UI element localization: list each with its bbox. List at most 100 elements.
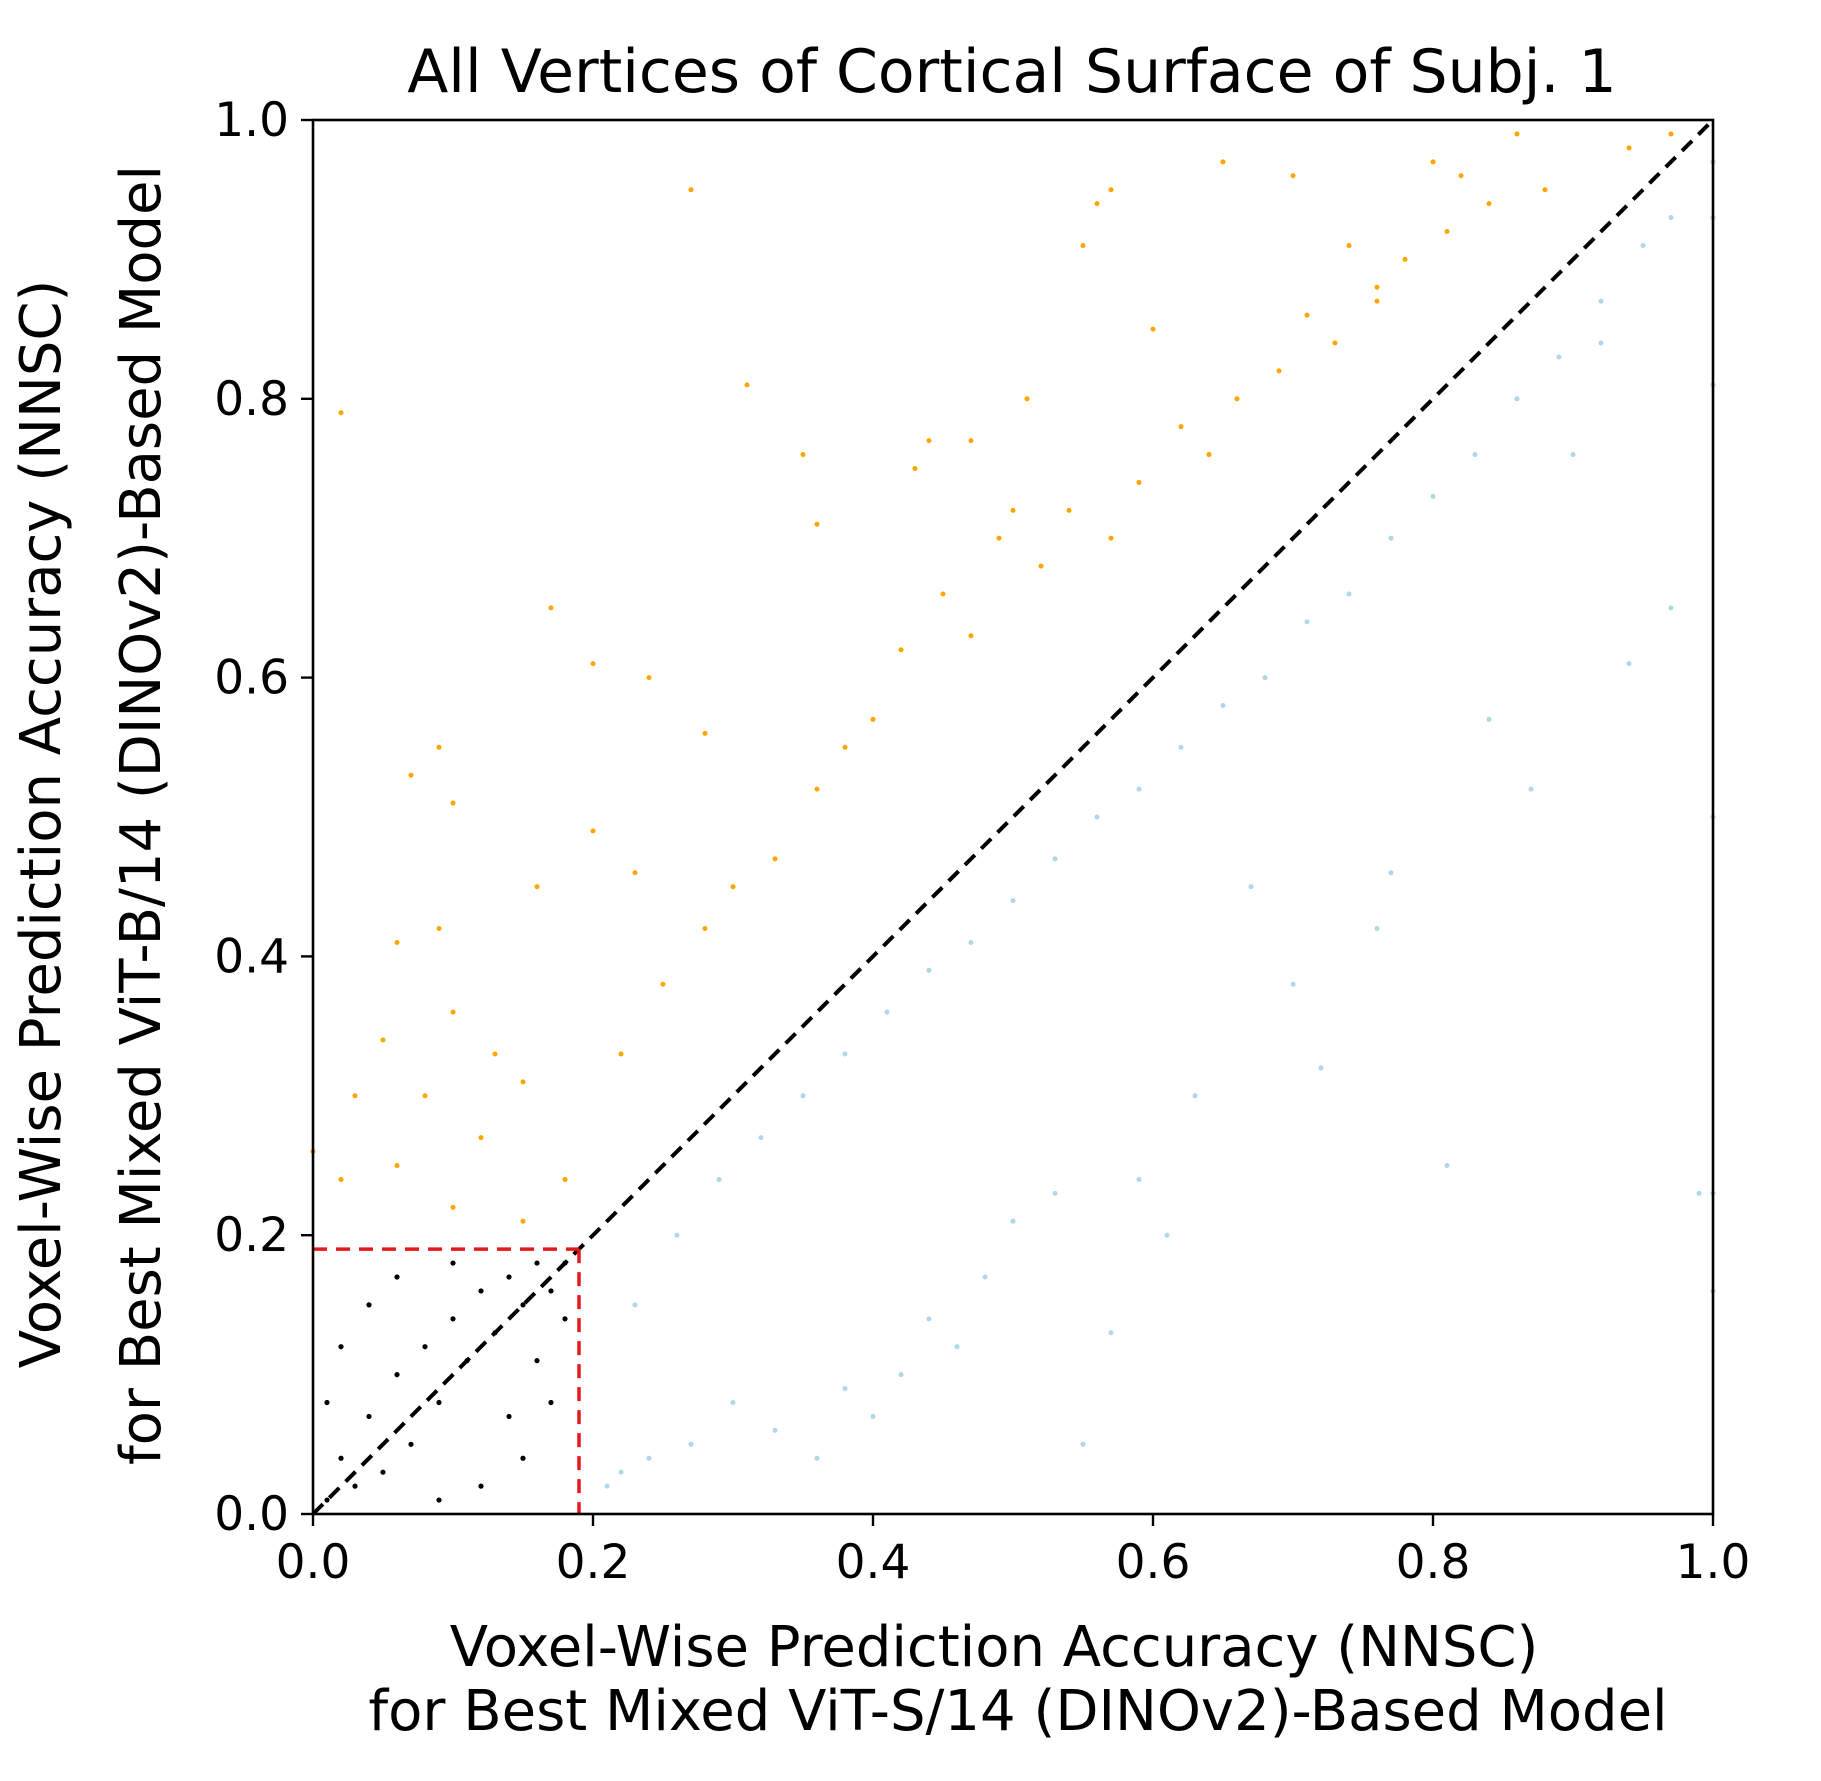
data-point-series-2-33: [814, 1455, 820, 1461]
data-point-series-1-52: [730, 884, 736, 890]
data-point-series-3-25: [394, 1274, 400, 1280]
data-point-series-3-9: [436, 1399, 442, 1406]
data-point-series-3-20: [478, 1483, 484, 1489]
data-point-series-1-32: [436, 926, 442, 932]
data-point-series-3-6: [394, 1372, 400, 1378]
data-point-series-2-56: [1304, 619, 1310, 625]
data-point-series-1-12: [814, 521, 820, 527]
data-point-series-2-61: [1514, 396, 1520, 402]
y-axis-label-line-2: for Best Mixed ViT-B/14 (DINOv2)-Based M…: [109, 165, 174, 1465]
data-point-series-1-53: [772, 856, 778, 862]
data-point-series-1-37: [422, 1093, 428, 1099]
scatter-points: [310, 131, 1716, 1503]
data-point-series-2-64: [1640, 242, 1646, 248]
data-point-series-2-10: [1598, 340, 1604, 346]
data-point-series-1-46: [478, 1135, 484, 1141]
data-point-series-1-73: [1444, 229, 1450, 235]
data-point-series-2-34: [772, 1427, 778, 1433]
y-tick-label-6: 1.0: [214, 93, 289, 148]
identity-line: [311, 118, 1715, 1516]
data-point-series-3-4: [366, 1413, 372, 1420]
data-point-series-1-25: [1374, 284, 1380, 290]
data-point-series-1-55: [842, 744, 848, 750]
data-point-series-2-22: [1136, 1176, 1142, 1182]
data-point-series-1-40: [520, 1079, 526, 1085]
data-point-series-1-54: [814, 786, 820, 792]
data-point-series-1-10: [702, 730, 708, 736]
data-point-series-2-19: [1248, 884, 1254, 890]
data-point-series-2-30: [898, 1372, 904, 1378]
data-point-series-2-63: [1598, 298, 1604, 304]
data-point-series-3-22: [548, 1399, 554, 1406]
data-point-series-2-39: [604, 1483, 610, 1489]
data-point-series-3-18: [562, 1316, 568, 1322]
data-point-series-1-13: [912, 466, 918, 471]
data-point-series-2-7: [1696, 1190, 1702, 1196]
data-point-series-2-48: [968, 939, 974, 945]
y-axis-ticks: 0.0 0.2 0.4 0.6 0.8 1.0: [214, 93, 313, 1542]
data-point-series-2-21: [1164, 1232, 1170, 1238]
data-point-series-1-48: [562, 1176, 568, 1182]
data-point-series-2-55: [1262, 675, 1268, 681]
x-tick-label-3: 0.4: [836, 1535, 911, 1590]
data-point-series-2-38: [618, 1469, 624, 1475]
data-point-series-2-11: [1570, 452, 1576, 458]
data-point-series-1-30: [1668, 131, 1674, 137]
data-point-series-1-39: [492, 1051, 498, 1057]
data-point-series-1-71: [1374, 298, 1380, 304]
x-axis-label-line-2: for Best Mixed ViT-S/14 (DINOv2)-Based M…: [368, 1679, 1667, 1744]
data-point-series-2-12: [1528, 786, 1534, 792]
data-point-series-1-19: [1108, 187, 1114, 193]
data-point-series-1-45: [450, 1204, 456, 1210]
data-point-series-1-18: [1094, 201, 1100, 207]
chart-title: All Vertices of Cortical Surface of Subj…: [407, 37, 1616, 107]
data-point-series-2-24: [1080, 1441, 1086, 1447]
data-point-series-2-32: [842, 1386, 848, 1392]
data-point-series-3-15: [520, 1302, 526, 1308]
data-point-series-1-61: [1038, 563, 1044, 569]
data-point-series-3-3: [352, 1483, 358, 1489]
data-point-series-2-43: [758, 1135, 764, 1141]
data-point-series-1-14: [926, 438, 932, 444]
data-point-series-1-74: [1486, 201, 1492, 207]
data-point-series-2-13: [1486, 716, 1492, 722]
data-point-series-2-27: [982, 1274, 988, 1280]
data-point-series-1-70: [1332, 340, 1338, 346]
data-point-series-3-29: [534, 1358, 540, 1364]
data-point-series-1-1: [338, 410, 344, 416]
x-tick-label-5: 0.8: [1396, 1535, 1471, 1590]
data-point-series-1-62: [1066, 507, 1072, 513]
data-point-series-2-42: [716, 1176, 722, 1182]
data-point-series-2-51: [1094, 814, 1100, 820]
data-point-series-2-47: [926, 967, 932, 973]
data-point-series-1-47: [520, 1218, 526, 1224]
data-point-series-1-68: [1276, 368, 1282, 374]
data-point-series-1-9: [646, 675, 652, 681]
data-point-series-1-49: [618, 1051, 624, 1057]
data-point-series-3-17: [548, 1288, 554, 1294]
data-point-series-1-64: [1136, 479, 1142, 485]
data-point-series-1-6: [450, 800, 456, 806]
data-point-series-1-28: [1514, 131, 1520, 137]
x-axis-ticks: 0.0 0.2 0.4 0.6 0.8 1.0: [276, 1514, 1751, 1590]
data-point-series-1-23: [1290, 173, 1296, 179]
data-point-series-1-31: [394, 939, 400, 945]
data-point-series-1-3: [744, 382, 750, 388]
data-point-series-1-35: [632, 870, 638, 876]
data-point-series-3-1: [324, 1497, 330, 1503]
data-point-series-2-29: [926, 1316, 932, 1322]
data-point-series-3-2: [338, 1455, 344, 1461]
data-point-series-2-31: [870, 1413, 876, 1419]
x-tick-label-6: 1.0: [1676, 1535, 1751, 1590]
data-point-series-1-27: [1458, 173, 1464, 179]
data-point-series-2-59: [1430, 493, 1436, 499]
data-point-series-1-75: [1542, 187, 1548, 193]
data-point-series-2-8: [1668, 605, 1674, 611]
data-point-series-2-37: [646, 1455, 652, 1461]
data-point-series-1-33: [534, 884, 540, 890]
data-point-series-2-15: [1388, 870, 1394, 876]
data-point-series-2-18: [1290, 981, 1296, 987]
data-point-series-1-58: [940, 591, 946, 597]
x-tick-label-2: 0.2: [556, 1535, 631, 1590]
y-tick-label-1: 0.0: [214, 1487, 289, 1542]
